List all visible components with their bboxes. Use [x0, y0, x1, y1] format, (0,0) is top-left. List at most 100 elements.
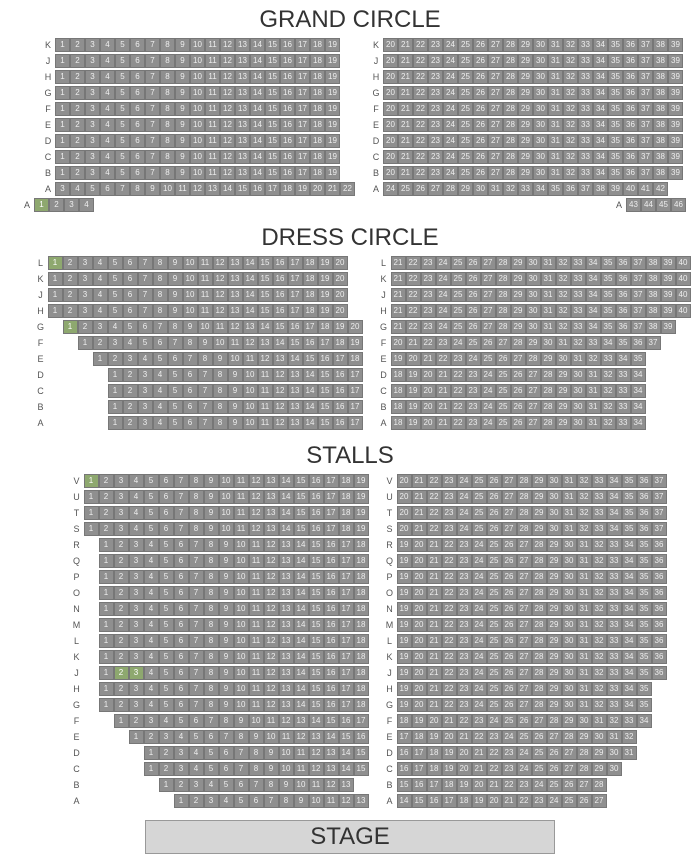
seat[interactable]: 15	[412, 794, 427, 808]
seat[interactable]: 21	[427, 666, 442, 680]
seat[interactable]: 6	[183, 400, 198, 414]
seat[interactable]: 36	[563, 182, 578, 196]
seat[interactable]: 36	[616, 320, 631, 334]
seat[interactable]: 23	[457, 538, 472, 552]
seat[interactable]: 15	[265, 86, 280, 100]
seat[interactable]: 4	[100, 86, 115, 100]
seat[interactable]: 26	[466, 288, 481, 302]
seat[interactable]: 33	[592, 490, 607, 504]
seat[interactable]: 21	[436, 384, 451, 398]
seat[interactable]: 35	[622, 490, 637, 504]
seat[interactable]: 11	[249, 698, 264, 712]
seat[interactable]: 29	[518, 166, 533, 180]
seat[interactable]: 31	[562, 474, 577, 488]
seat[interactable]: 35	[637, 586, 652, 600]
seat[interactable]: 29	[547, 586, 562, 600]
seat[interactable]: 35	[637, 570, 652, 584]
seat[interactable]: 32	[577, 490, 592, 504]
seat[interactable]: 28	[503, 70, 518, 84]
seat[interactable]: 10	[234, 570, 249, 584]
seat[interactable]: 4	[144, 698, 159, 712]
seat[interactable]: 23	[428, 150, 443, 164]
seat[interactable]: 38	[653, 166, 668, 180]
seat[interactable]: 28	[503, 86, 518, 100]
seat[interactable]: 20	[397, 490, 412, 504]
seat[interactable]: 17	[442, 794, 457, 808]
seat[interactable]: 11	[294, 746, 309, 760]
seat[interactable]: 20	[412, 538, 427, 552]
seat[interactable]: 24	[517, 762, 532, 776]
seat[interactable]: 12	[213, 304, 228, 318]
seat[interactable]: 1	[55, 70, 70, 84]
seat[interactable]: 14	[243, 256, 258, 270]
seat[interactable]: 17	[288, 256, 303, 270]
seat[interactable]: 2	[174, 778, 189, 792]
seat[interactable]: 15	[265, 102, 280, 116]
seat[interactable]: 36	[623, 118, 638, 132]
seat[interactable]: 29	[458, 182, 473, 196]
seat[interactable]: 2	[123, 384, 138, 398]
seat[interactable]: 12	[264, 650, 279, 664]
seat[interactable]: 26	[473, 118, 488, 132]
seat[interactable]: 33	[578, 166, 593, 180]
seat[interactable]: 5	[108, 256, 123, 270]
seat[interactable]: 1	[99, 634, 114, 648]
seat[interactable]: 26	[502, 538, 517, 552]
seat[interactable]: 19	[325, 70, 340, 84]
seat[interactable]: 3	[55, 182, 70, 196]
seat[interactable]: 2	[70, 54, 85, 68]
seat[interactable]: 27	[517, 618, 532, 632]
seat[interactable]: 19	[457, 778, 472, 792]
seat[interactable]: 25	[496, 416, 511, 430]
seat[interactable]: 29	[547, 602, 562, 616]
seat[interactable]: 2	[114, 570, 129, 584]
seat[interactable]: 3	[129, 602, 144, 616]
seat[interactable]: 35	[548, 182, 563, 196]
seat[interactable]: 15	[324, 714, 339, 728]
seat[interactable]: 23	[517, 778, 532, 792]
seat[interactable]: 7	[249, 778, 264, 792]
seat[interactable]: 31	[548, 102, 563, 116]
seat[interactable]: 7	[198, 384, 213, 398]
seat[interactable]: 37	[578, 182, 593, 196]
seat[interactable]: 9	[175, 54, 190, 68]
seat[interactable]: 22	[406, 256, 421, 270]
seat[interactable]: 4	[100, 70, 115, 84]
seat[interactable]: 27	[517, 650, 532, 664]
seat[interactable]: 3	[204, 794, 219, 808]
seat[interactable]: 35	[637, 666, 652, 680]
seat[interactable]: 18	[442, 778, 457, 792]
seat[interactable]: 26	[511, 400, 526, 414]
seat[interactable]: 22	[340, 182, 355, 196]
seat[interactable]: 4	[144, 554, 159, 568]
seat[interactable]: 23	[421, 272, 436, 286]
seat[interactable]: 21	[398, 166, 413, 180]
seat[interactable]: 10	[279, 746, 294, 760]
seat[interactable]: 28	[503, 134, 518, 148]
seat[interactable]: 31	[586, 384, 601, 398]
seat[interactable]: 6	[204, 730, 219, 744]
seat[interactable]: 1	[108, 400, 123, 414]
seat[interactable]: 24	[481, 384, 496, 398]
seat[interactable]: 4	[93, 272, 108, 286]
seat[interactable]: 20	[412, 650, 427, 664]
seat[interactable]: 36	[652, 602, 667, 616]
seat[interactable]: 18	[391, 400, 406, 414]
seat[interactable]: 22	[517, 794, 532, 808]
seat[interactable]: 28	[532, 634, 547, 648]
seat[interactable]: 39	[661, 304, 676, 318]
seat[interactable]: 19	[354, 474, 369, 488]
seat[interactable]: 4	[129, 490, 144, 504]
seat[interactable]: 28	[511, 336, 526, 350]
seat[interactable]: 17	[324, 506, 339, 520]
seat[interactable]: 2	[99, 490, 114, 504]
seat[interactable]: 11	[249, 666, 264, 680]
seat[interactable]: 29	[541, 352, 556, 366]
seat[interactable]: 17	[427, 778, 442, 792]
seat[interactable]: 21	[398, 134, 413, 148]
seat[interactable]: 1	[99, 666, 114, 680]
seat[interactable]: 20	[383, 118, 398, 132]
seat[interactable]: 24	[436, 304, 451, 318]
seat[interactable]: 26	[473, 166, 488, 180]
seat[interactable]: 28	[517, 506, 532, 520]
